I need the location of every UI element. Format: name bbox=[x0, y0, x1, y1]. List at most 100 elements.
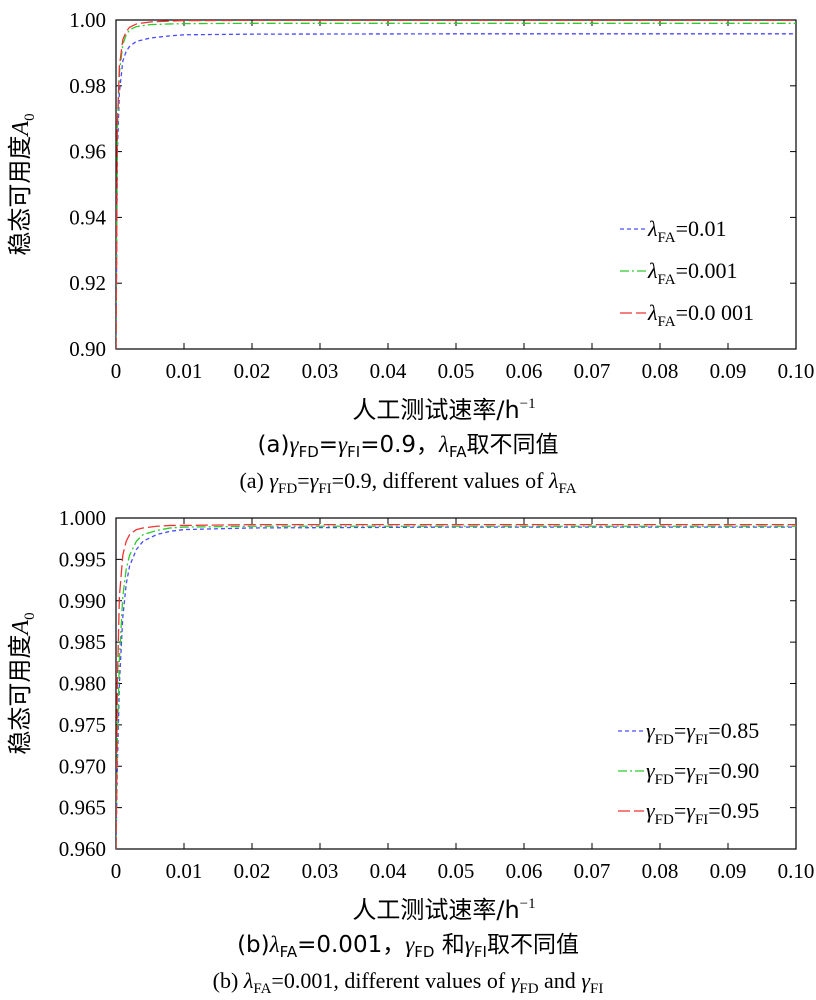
x-axis-title-sup: −1 bbox=[520, 396, 536, 412]
legend-entry-1: λFA=0.01 bbox=[647, 216, 727, 246]
caption-sub-3: FI bbox=[590, 981, 603, 997]
caption-sub-3: FA bbox=[558, 481, 576, 497]
y-tick-label: 0.94 bbox=[69, 205, 106, 229]
caption-prefix: (a) bbox=[239, 468, 269, 493]
legend-value: = bbox=[674, 718, 686, 743]
x-tick-label: 0.10 bbox=[778, 859, 815, 883]
caption-text-1: =0.001, different values of bbox=[271, 968, 510, 993]
y-axis-title-text: 稳态可用度 bbox=[6, 635, 34, 755]
caption-sym-3: γ bbox=[581, 968, 591, 993]
y-tick-label: 0.975 bbox=[59, 713, 106, 737]
chart-1: 0.90 0.92 0.94 0.96 0.98 1.00 0 0.01 0.02 0.03 0.0… bbox=[6, 8, 814, 497]
caption-sub-1: FD bbox=[299, 443, 319, 461]
y-tick-label: 0.965 bbox=[59, 796, 106, 820]
caption-text-2: and bbox=[539, 968, 582, 993]
caption-sub-2: FI bbox=[347, 443, 360, 461]
caption-sub-2: FD bbox=[414, 943, 434, 961]
y-axis-title: 稳态可用度A0 bbox=[6, 612, 38, 754]
x-tick-label: 0.06 bbox=[506, 359, 543, 383]
x-tick-label: 0.01 bbox=[166, 859, 203, 883]
caption-tail: 取不同值 bbox=[487, 932, 579, 958]
y-tick-label: 0.990 bbox=[59, 589, 106, 613]
y-tick-label: 0.980 bbox=[59, 672, 106, 696]
caption-sub-2: FD bbox=[519, 981, 538, 997]
caption-prefix: (b) bbox=[213, 968, 244, 993]
legend-entry-1: γFD=γFI=0.85 bbox=[646, 718, 759, 748]
x-tick-label: 0.02 bbox=[234, 859, 271, 883]
caption-sub-1: FD bbox=[278, 481, 297, 497]
x-axis-title-text: 人工测试速率/h bbox=[352, 896, 519, 924]
legend-value: =0.01 bbox=[676, 216, 727, 241]
x-tick-label: 0.04 bbox=[370, 359, 407, 383]
caption-sym-3: λ bbox=[548, 468, 559, 493]
legend-symbol: γ bbox=[646, 758, 656, 783]
x-tick-label: 0.09 bbox=[710, 359, 747, 383]
caption-text-2: 和 bbox=[434, 932, 464, 958]
caption-text-2: =0.9, different values of bbox=[332, 468, 549, 493]
caption-sym-2: γ bbox=[310, 468, 320, 493]
legend-entry-2: λFA=0.001 bbox=[647, 258, 738, 288]
y-tick-label: 1.00 bbox=[69, 8, 106, 32]
x-axis-title: 人工测试速率/h−1 bbox=[352, 896, 535, 924]
legend-symbol: λ bbox=[647, 300, 658, 325]
y-tick-label: 0.960 bbox=[59, 837, 106, 861]
legend-value-2: =0.95 bbox=[708, 798, 759, 823]
caption-sym-2: γ bbox=[338, 432, 348, 457]
caption-sym-2: γ bbox=[405, 932, 415, 957]
caption-sym-3: γ bbox=[465, 932, 475, 957]
caption-tail: 取不同值 bbox=[467, 432, 559, 458]
x-axis-title: 人工测试速率/h−1 bbox=[352, 396, 535, 424]
legend-subscript-2: FI bbox=[695, 772, 708, 788]
caption-text-1: = bbox=[319, 432, 338, 458]
legend-subscript: FA bbox=[658, 314, 676, 330]
x-tick-label: 0.08 bbox=[642, 359, 679, 383]
caption-sub-2: FI bbox=[318, 481, 331, 497]
x-tick-label: 0.04 bbox=[370, 859, 407, 883]
legend-entry-3: λFA=0.0 001 bbox=[647, 300, 754, 330]
y-tick-label: 0.970 bbox=[59, 754, 106, 778]
caption-sym-1: λ bbox=[269, 932, 280, 957]
y-axis-title-sub: 0 bbox=[22, 113, 38, 121]
x-tick-label: 0.07 bbox=[574, 859, 611, 883]
y-axis-title-symbol: A bbox=[8, 620, 34, 637]
legend-symbol: λ bbox=[647, 258, 658, 283]
legend-symbol-2: γ bbox=[686, 798, 696, 823]
x-tick-label: 0.08 bbox=[642, 859, 679, 883]
caption-prefix: (b) bbox=[237, 932, 270, 958]
legend-symbol-2: γ bbox=[686, 718, 696, 743]
x-tick-label: 0.03 bbox=[302, 359, 339, 383]
series-line-1 bbox=[116, 526, 796, 849]
caption-sym-1: γ bbox=[269, 468, 279, 493]
y-axis-title-text: 稳态可用度 bbox=[6, 136, 34, 256]
series-line-3 bbox=[116, 523, 796, 849]
x-tick-label: 0.10 bbox=[778, 359, 815, 383]
x-tick-label: 0.06 bbox=[506, 859, 543, 883]
legend-entry-3: γFD=γFI=0.95 bbox=[646, 798, 759, 828]
y-tick-label: 0.98 bbox=[69, 74, 106, 98]
caption-english: (a) γFD=γFI=0.9, different values of λFA bbox=[239, 468, 576, 497]
legend-symbol: λ bbox=[647, 216, 658, 241]
x-axis-title-text: 人工测试速率/h bbox=[352, 396, 519, 424]
x-tick-label: 0.01 bbox=[166, 359, 203, 383]
legend-subscript: FA bbox=[658, 230, 676, 246]
legend-value: =0.001 bbox=[676, 258, 738, 283]
caption-sub-1: FA bbox=[280, 943, 298, 961]
caption-english: (b) λFA=0.001, different values of γFD a… bbox=[213, 968, 604, 997]
legend-value: = bbox=[674, 758, 686, 783]
x-tick-label: 0.05 bbox=[438, 859, 475, 883]
y-tick-label: 1.000 bbox=[59, 506, 106, 530]
y-tick-label: 0.92 bbox=[69, 271, 106, 295]
y-tick-label: 0.96 bbox=[69, 140, 106, 164]
caption-text-1: =0.001， bbox=[297, 932, 405, 958]
legend-symbol: γ bbox=[646, 718, 656, 743]
legend-subscript: FD bbox=[655, 812, 674, 828]
caption-sub-1: FA bbox=[253, 981, 271, 997]
x-axis-title-sup: −1 bbox=[520, 896, 536, 912]
caption-text-2: =0.9， bbox=[360, 432, 439, 458]
x-tick-label: 0 bbox=[111, 359, 122, 383]
legend-subscript-2: FI bbox=[695, 732, 708, 748]
caption-sub-3: FI bbox=[474, 943, 487, 961]
legend-value: = bbox=[674, 798, 686, 823]
legend-symbol: γ bbox=[646, 798, 656, 823]
